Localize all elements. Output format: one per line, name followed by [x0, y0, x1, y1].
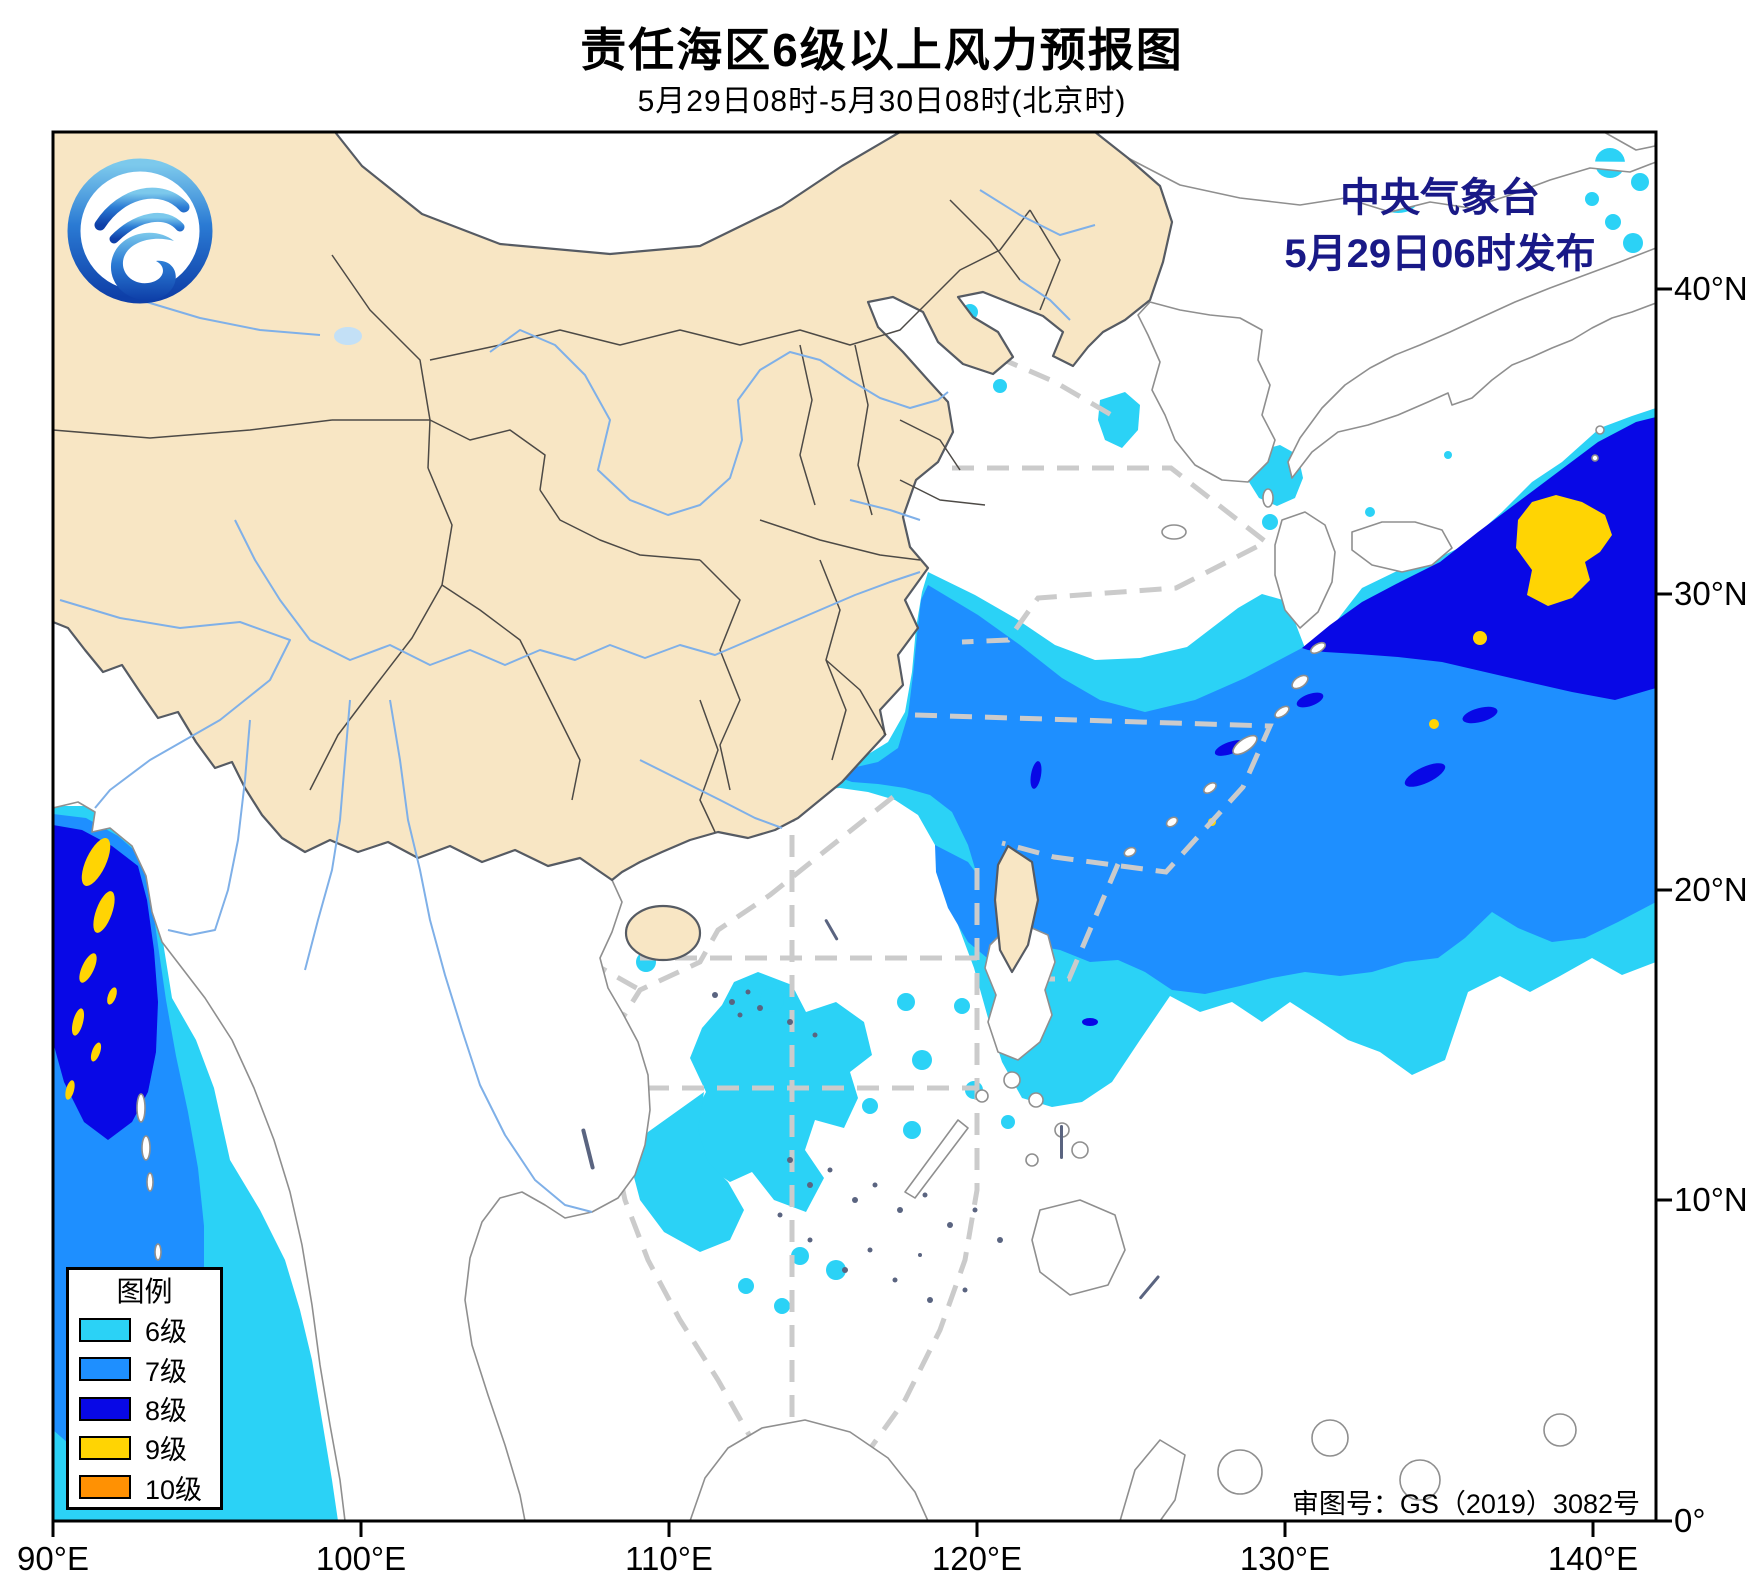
wind-layer-8 [53, 417, 1656, 1140]
legend-row-9: 9级 [69, 1428, 220, 1467]
lat-label-0: 0° [1674, 1502, 1706, 1539]
lon-label-130e: 130°E [1239, 1540, 1331, 1577]
lon-label-90e: 90°E [17, 1540, 89, 1577]
map-frame [51, 130, 1672, 1537]
legend: 图例 6级 7级 8级 9级 10级 [66, 1267, 223, 1510]
lat-label-30n: 30°N [1674, 575, 1748, 612]
lon-label-140e: 140°E [1547, 1540, 1639, 1577]
legend-row-7: 7级 [69, 1349, 220, 1388]
lat-label-10n: 10°N [1674, 1181, 1748, 1218]
legend-row-6: 6级 [69, 1310, 220, 1349]
legend-title: 图例 [116, 1276, 173, 1307]
legend-label-9: 9级 [145, 1435, 188, 1466]
lat-label-40n: 40°N [1674, 270, 1748, 307]
legend-label-10: 10级 [145, 1474, 203, 1505]
cma-logo [67, 158, 213, 304]
legend-label-6: 6级 [145, 1317, 188, 1348]
foreign-land [53, 132, 1656, 1521]
page-title: 责任海区6级以上风力预报图 [580, 24, 1184, 76]
china-land [53, 132, 1174, 974]
hainan-island [624, 904, 702, 962]
taiwan-island [993, 844, 1040, 974]
legend-swatch-8 [79, 1396, 131, 1421]
legend-swatch-9 [79, 1435, 131, 1460]
lake [334, 327, 362, 345]
legend-swatch-7 [79, 1357, 131, 1382]
issue-time: 5月29日06时发布 [1284, 232, 1596, 276]
rivers [59, 189, 1096, 1213]
legend-label-8: 8级 [145, 1396, 188, 1427]
legend-row-10: 10级 [69, 1468, 220, 1507]
legend-swatch-10 [79, 1475, 131, 1500]
map-license-number: 审图号：GS（2019）3082号 [1291, 1489, 1640, 1519]
legend-swatch-6 [79, 1317, 131, 1342]
legend-row-8: 8级 [69, 1389, 220, 1428]
lon-label-120e: 120°E [931, 1540, 1023, 1577]
reef-dots [581, 919, 1160, 1303]
issuer-name: 中央气象台 [1340, 176, 1540, 220]
lon-label-100e: 100°E [315, 1540, 407, 1577]
province-boundaries [53, 199, 1061, 833]
lat-label-20n: 20°N [1674, 871, 1748, 908]
page-subtitle: 5月29日08时-5月30日08时(北京时) [637, 85, 1127, 118]
lon-label-110e: 110°E [625, 1540, 713, 1577]
legend-label-7: 7级 [145, 1356, 188, 1387]
issuer-block: 中央气象台 5月29日06时发布 [1250, 170, 1630, 282]
